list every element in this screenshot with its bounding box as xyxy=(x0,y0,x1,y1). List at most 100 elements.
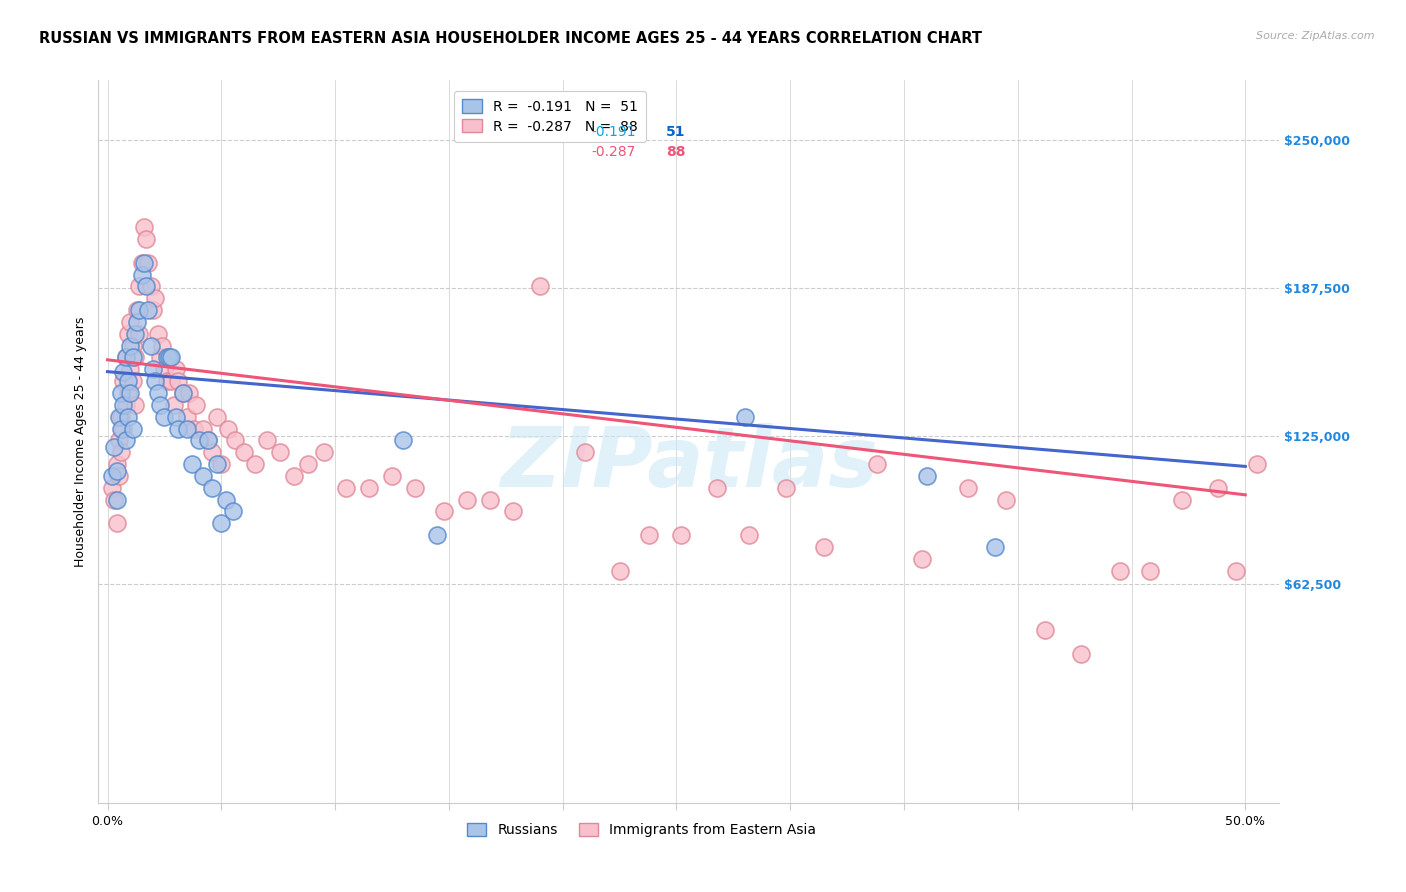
Point xyxy=(114,398,136,412)
Point xyxy=(217,421,239,435)
Point xyxy=(283,469,305,483)
Point xyxy=(167,374,190,388)
Point xyxy=(124,326,146,341)
Point xyxy=(121,338,143,352)
Point xyxy=(201,445,224,459)
Point xyxy=(911,551,934,566)
Text: -0.287: -0.287 xyxy=(592,145,636,159)
Point xyxy=(138,255,160,269)
Point xyxy=(114,434,136,448)
Point xyxy=(105,492,128,507)
Point xyxy=(706,481,728,495)
Point xyxy=(995,492,1018,507)
Point xyxy=(183,421,205,435)
Point xyxy=(149,351,172,365)
Point xyxy=(205,409,228,424)
Point xyxy=(128,326,150,341)
Point xyxy=(103,492,125,507)
Legend: Russians, Immigrants from Eastern Asia: Russians, Immigrants from Eastern Asia xyxy=(461,817,823,843)
Point xyxy=(120,338,142,352)
Point xyxy=(529,279,551,293)
Point xyxy=(132,220,155,235)
Point xyxy=(142,362,165,376)
Point xyxy=(813,540,835,554)
Point xyxy=(179,386,201,401)
Point xyxy=(1109,564,1132,578)
Point xyxy=(176,409,198,424)
Point xyxy=(426,528,449,542)
Point xyxy=(124,398,146,412)
Point xyxy=(381,469,404,483)
Point xyxy=(187,434,209,448)
Point xyxy=(245,457,267,471)
Point xyxy=(114,351,136,365)
Point xyxy=(335,481,357,495)
Point xyxy=(734,409,756,424)
Point xyxy=(110,386,132,401)
Point xyxy=(984,540,1007,554)
Point xyxy=(108,434,131,448)
Point xyxy=(1139,564,1161,578)
Point xyxy=(215,492,238,507)
Point xyxy=(110,445,132,459)
Point xyxy=(160,351,183,365)
Point xyxy=(775,481,797,495)
Point xyxy=(201,481,224,495)
Point xyxy=(176,421,198,435)
Point xyxy=(150,338,173,352)
Point xyxy=(297,457,319,471)
Text: RUSSIAN VS IMMIGRANTS FROM EASTERN ASIA HOUSEHOLDER INCOME AGES 25 - 44 YEARS CO: RUSSIAN VS IMMIGRANTS FROM EASTERN ASIA … xyxy=(39,31,983,46)
Point xyxy=(128,303,150,318)
Point xyxy=(108,409,131,424)
Point xyxy=(404,481,426,495)
Point xyxy=(866,457,889,471)
Point xyxy=(101,469,124,483)
Y-axis label: Householder Income Ages 25 - 44 years: Householder Income Ages 25 - 44 years xyxy=(75,317,87,566)
Point xyxy=(359,481,381,495)
Point xyxy=(392,434,415,448)
Point xyxy=(197,434,219,448)
Point xyxy=(609,564,631,578)
Point xyxy=(139,279,162,293)
Point xyxy=(101,481,124,495)
Point xyxy=(132,255,155,269)
Point xyxy=(117,409,139,424)
Point xyxy=(120,362,142,376)
Point xyxy=(121,351,143,365)
Point xyxy=(172,386,194,401)
Point xyxy=(738,528,761,542)
Point xyxy=(1206,481,1229,495)
Point xyxy=(114,351,136,365)
Point xyxy=(312,445,335,459)
Point xyxy=(143,291,166,305)
Text: 51: 51 xyxy=(666,125,685,138)
Point xyxy=(956,481,979,495)
Point xyxy=(162,398,184,412)
Point xyxy=(138,303,160,318)
Point xyxy=(172,386,194,401)
Point xyxy=(117,386,139,401)
Point xyxy=(156,351,179,365)
Point xyxy=(167,421,190,435)
Point xyxy=(157,351,180,365)
Point xyxy=(105,457,128,471)
Point xyxy=(128,279,150,293)
Point xyxy=(149,398,172,412)
Point xyxy=(117,374,139,388)
Point xyxy=(197,434,219,448)
Point xyxy=(256,434,278,448)
Point xyxy=(127,303,149,318)
Point xyxy=(456,492,478,507)
Point xyxy=(221,504,243,518)
Point xyxy=(131,255,153,269)
Point xyxy=(108,469,131,483)
Point xyxy=(112,421,135,435)
Point xyxy=(224,434,246,448)
Point xyxy=(110,409,132,424)
Point xyxy=(233,445,256,459)
Point xyxy=(110,421,132,435)
Text: 88: 88 xyxy=(666,145,685,159)
Text: -0.191: -0.191 xyxy=(592,125,636,138)
Point xyxy=(135,232,157,246)
Point xyxy=(120,315,142,329)
